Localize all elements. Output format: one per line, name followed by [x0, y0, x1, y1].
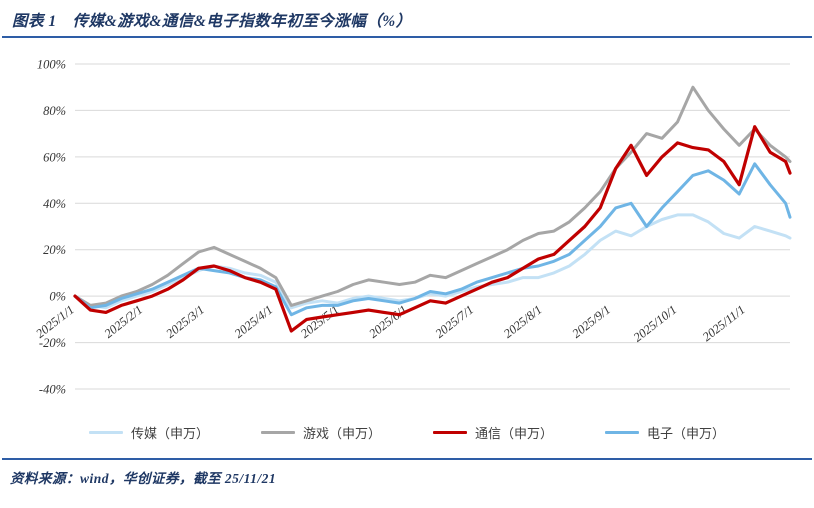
- x-tick-label: 2025/6/1: [366, 302, 410, 340]
- legend-label: 电子（申万）: [647, 425, 726, 441]
- figure-title-text: 传媒&游戏&通信&电子指数年初至今涨幅（%）: [72, 13, 412, 30]
- x-tick-label: 2025/8/1: [501, 302, 545, 340]
- x-tick-label: 2025/10/1: [631, 302, 680, 344]
- series-line-1: [73, 85, 792, 307]
- legend-swatch: [88, 430, 123, 434]
- chart-area: 100% 80% 60% 40% 20% 0% -20% -40% 2025/1/1 2025/2…: [0, 38, 814, 444]
- figure-title: 图表 1 传媒&游戏&通信&电子指数年初至今涨幅（%）: [12, 9, 802, 31]
- figure-footer: 资料来源：wind，华创证券，截至 25/11/21: [2, 458, 812, 487]
- legend-item-0: 传媒（申万）: [88, 423, 209, 442]
- x-tick-label: 2025/9/1: [569, 302, 613, 340]
- figure-header: 图表 1 传媒&游戏&通信&电子指数年初至今涨幅（%）: [2, 0, 812, 38]
- x-tick-label: 2025/4/1: [232, 302, 276, 340]
- y-tick-label: 20%: [43, 243, 66, 257]
- y-tick-label: 80%: [43, 104, 66, 118]
- x-tick-label: 2025/1/1: [33, 302, 77, 340]
- x-tick-label: 2025/11/1: [700, 302, 748, 344]
- series-line-3: [73, 162, 792, 317]
- legend-item-1: 游戏（申万）: [260, 423, 381, 442]
- legend-swatch: [260, 430, 295, 434]
- y-tick-label: 40%: [43, 197, 66, 211]
- chart-canvas: 100%80%60%40%20%0%-20%-40%2025/1/1 2025/2…: [33, 58, 792, 397]
- x-tick-label: 2025/7/1: [433, 302, 477, 340]
- y-tick-label: 60%: [43, 150, 66, 164]
- y-tick-label: 100%: [37, 58, 66, 72]
- series-line-2: [73, 125, 792, 333]
- series-line-0: [73, 213, 792, 310]
- legend-item-3: 电子（申万）: [605, 423, 725, 442]
- figure-number: 图表 1: [12, 13, 57, 30]
- x-tick-label: 2025/3/1: [163, 302, 207, 340]
- legend-label: 传媒（申万）: [130, 425, 209, 441]
- legend-swatch: [605, 430, 640, 434]
- legend-label: 游戏（申万）: [302, 425, 381, 441]
- legend: 传媒（申万） 游戏（申万） 通信（申万） 电子（申万）: [0, 420, 814, 444]
- source-note: 资料来源：wind，华创证券，截至 25/11/21: [10, 471, 277, 486]
- legend-swatch: [433, 430, 467, 434]
- y-tick-label: 0%: [49, 290, 66, 304]
- legend-label: 通信（申万）: [475, 425, 554, 441]
- legend-item-2: 通信（申万）: [433, 423, 553, 442]
- y-tick-label: -40%: [39, 383, 66, 397]
- y-tick-label: -20%: [39, 336, 66, 350]
